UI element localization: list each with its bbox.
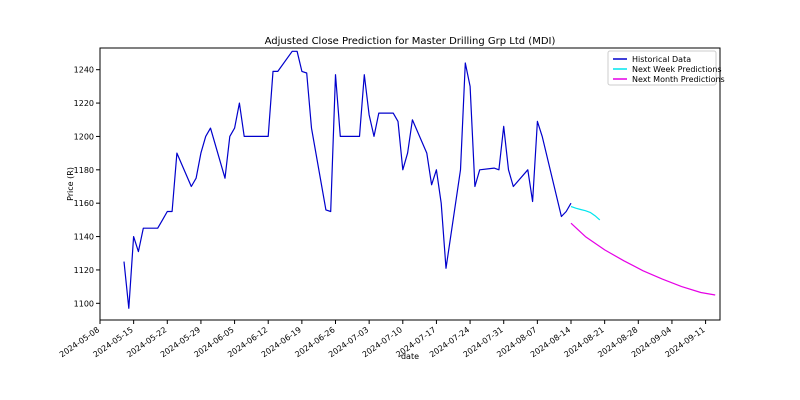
y-tick-label: 1120 (74, 266, 94, 275)
legend-label-next-week-predictions: Next Week Predictions (632, 65, 722, 74)
chart-title: Adjusted Close Prediction for Master Dri… (265, 36, 556, 47)
y-tick-label: 1160 (74, 199, 94, 208)
series-line-next-month-predictions (570, 222, 716, 296)
legend-label-historical-data: Historical Data (632, 55, 691, 64)
legend-label-next-month-predictions: Next Month Predictions (632, 75, 725, 84)
y-tick-label: 1180 (74, 166, 94, 175)
legend-box (607, 50, 717, 86)
x-axis: 2024-05-082024-05-152024-05-222024-05-29… (58, 320, 707, 359)
y-tick-label: 1220 (74, 99, 94, 108)
y-tick-label: 1200 (74, 132, 94, 141)
y-axis-label: Price (R) (66, 167, 75, 201)
series-line-historical-data (123, 50, 572, 309)
y-tick-label: 1140 (74, 233, 94, 242)
y-tick-label: 1240 (74, 66, 94, 75)
series-layer (123, 50, 716, 309)
series-line-next-week-predictions (570, 205, 601, 221)
y-axis: 1100 1120 1140 1160 1180 1200 1220 1240 (74, 66, 100, 308)
y-tick-label: 1100 (74, 299, 94, 308)
x-axis-label: date (401, 352, 419, 361)
plot-area (99, 47, 721, 321)
